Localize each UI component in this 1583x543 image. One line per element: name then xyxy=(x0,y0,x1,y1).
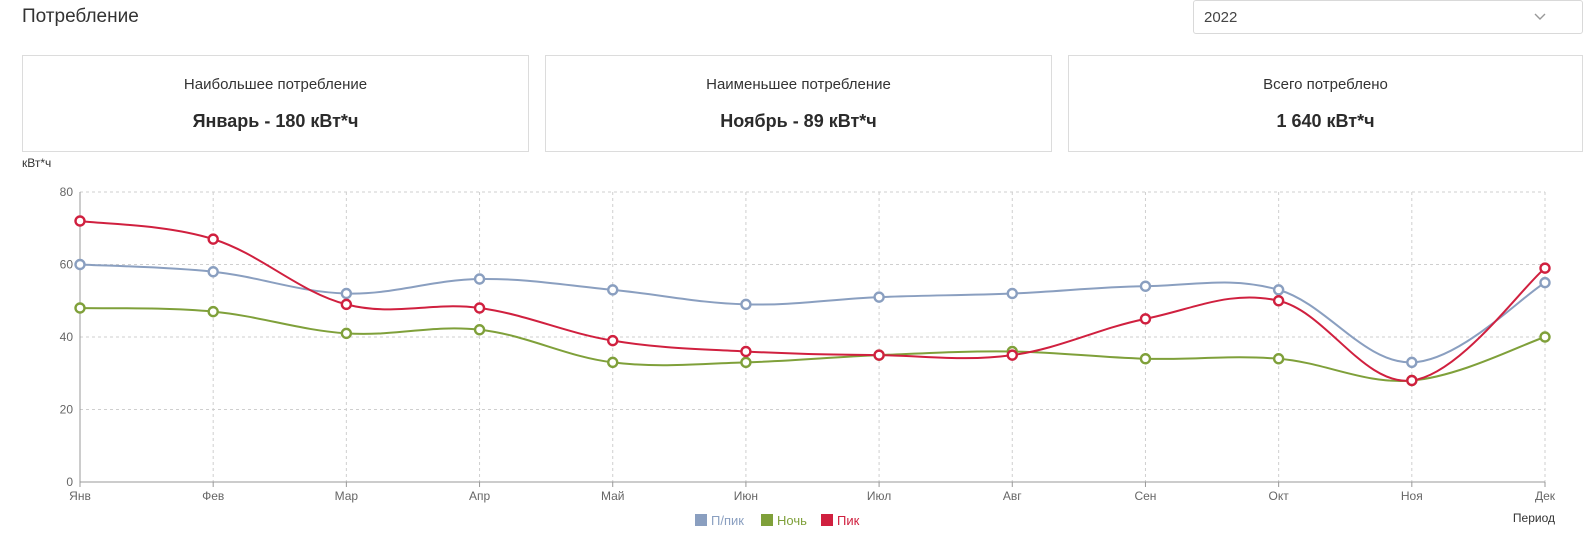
stat-card-min: Наименьшее потребление Ноябрь - 89 кВт*ч xyxy=(545,55,1052,152)
data-point-s2-6 xyxy=(873,349,885,361)
legend-label-1: Ночь xyxy=(777,513,807,528)
x-axis-label: Период xyxy=(1513,511,1555,525)
y-axis-unit-label: кВт*ч xyxy=(22,156,51,170)
x-tick-label-2: Мар xyxy=(335,489,359,503)
series-line-0 xyxy=(79,263,1546,364)
data-point-s2-11 xyxy=(1539,262,1551,274)
stat-label-min: Наименьшее потребление xyxy=(706,76,891,93)
stat-label-max: Наибольшее потребление xyxy=(183,76,368,93)
data-point-s0-0 xyxy=(74,258,86,271)
y-tick-label-1: 20 xyxy=(60,403,74,417)
chart-series-points xyxy=(74,215,1551,387)
x-tick-label-3: Апр xyxy=(469,489,491,503)
data-point-s0-8 xyxy=(1139,280,1152,292)
x-tick-label-1: Фев xyxy=(202,489,224,503)
y-tick-label-0: 0 xyxy=(66,475,73,489)
data-point-s1-9 xyxy=(1272,353,1285,365)
x-tick-label-11: Дек xyxy=(1535,489,1556,503)
stat-card-total: Всего потреблено 1 640 кВт*ч xyxy=(1068,55,1583,152)
x-tick-label-10: Ноя xyxy=(1401,489,1423,503)
stat-label-total: Всего потреблено xyxy=(1263,76,1388,93)
data-point-s0-11 xyxy=(1539,276,1551,289)
chart-series-lines xyxy=(79,220,1546,382)
data-point-s2-0 xyxy=(74,215,86,227)
data-point-s2-5 xyxy=(740,345,752,358)
legend-label-0: П/пик xyxy=(711,513,744,528)
data-point-s1-11 xyxy=(1539,331,1551,343)
stat-card-max: Наибольшее потребление Январь - 180 кВт*… xyxy=(22,55,529,152)
year-select[interactable]: 2022 xyxy=(1193,0,1583,34)
chart-legend: П/пик Ночь Пик xyxy=(695,513,860,528)
stat-value-max: Январь - 180 кВт*ч xyxy=(192,111,359,131)
consumption-line-chart: кВт*ч 0 20 40 60 80 Янв Фев Мар Апр Май Июн Июл Авг С… xyxy=(22,156,1556,528)
chevron-down-icon xyxy=(1534,13,1546,20)
data-point-s2-2 xyxy=(340,298,353,311)
data-point-s2-3 xyxy=(473,302,486,314)
legend-swatch-0 xyxy=(695,514,707,526)
x-tick-label-7: Авг xyxy=(1003,489,1022,503)
x-tick-label-4: Май xyxy=(601,489,625,503)
data-point-s1-2 xyxy=(340,327,353,340)
x-tick-label-5: Июн xyxy=(734,489,758,503)
data-point-s2-7 xyxy=(1006,349,1018,361)
data-point-s0-7 xyxy=(1006,287,1018,300)
legend-swatch-1 xyxy=(761,514,773,526)
data-point-s2-10 xyxy=(1406,374,1418,387)
chart-axes: 0 20 40 60 80 Янв Фев Мар Апр Май Июн Июл Авг Сен Окт Н… xyxy=(60,185,1556,503)
legend-label-2: Пик xyxy=(837,513,860,528)
y-tick-label-3: 60 xyxy=(60,258,74,272)
data-point-s0-5 xyxy=(740,298,752,311)
data-point-s1-1 xyxy=(207,305,219,318)
data-point-s0-1 xyxy=(207,266,219,278)
page-title: Потребление xyxy=(22,6,139,27)
stat-value-total: 1 640 кВт*ч xyxy=(1276,111,1375,131)
data-point-s0-6 xyxy=(873,291,885,303)
x-tick-label-0: Янв xyxy=(69,489,91,503)
data-point-s0-10 xyxy=(1406,356,1418,369)
year-select-value: 2022 xyxy=(1204,9,1238,26)
data-point-s1-8 xyxy=(1139,353,1152,365)
data-point-s2-4 xyxy=(607,334,619,347)
data-point-s2-1 xyxy=(207,233,219,245)
y-tick-label-4: 80 xyxy=(60,185,74,199)
series-line-2 xyxy=(79,220,1546,382)
legend-swatch-2 xyxy=(821,514,833,526)
data-point-s0-3 xyxy=(473,273,486,285)
stat-value-min: Ноябрь - 89 кВт*ч xyxy=(720,111,877,131)
data-point-s2-9 xyxy=(1272,295,1285,307)
data-point-s0-2 xyxy=(340,287,353,300)
x-tick-label-6: Июл xyxy=(867,489,891,503)
data-point-s1-3 xyxy=(473,324,486,336)
chart-grid xyxy=(80,191,1546,482)
y-tick-label-2: 40 xyxy=(60,330,74,344)
data-point-s1-5 xyxy=(740,356,752,369)
data-point-s1-4 xyxy=(607,356,619,369)
x-tick-label-8: Сен xyxy=(1134,489,1156,503)
data-point-s2-8 xyxy=(1139,313,1152,325)
x-tick-label-9: Окт xyxy=(1269,489,1290,503)
series-line-1 xyxy=(79,307,1546,382)
data-point-s0-9 xyxy=(1272,284,1285,296)
data-point-s0-4 xyxy=(607,284,619,296)
data-point-s1-0 xyxy=(74,302,86,314)
